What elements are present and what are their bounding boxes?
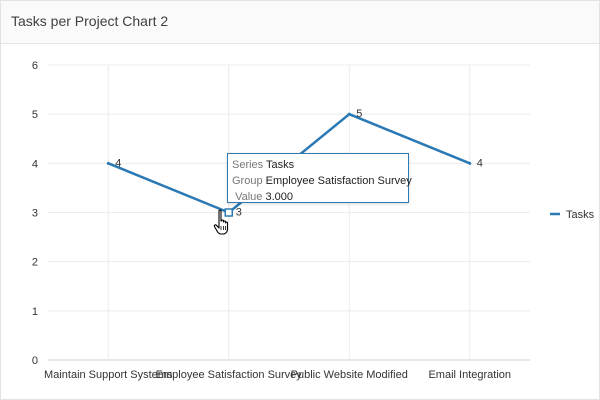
y-tick-label: 5 [32, 109, 38, 121]
y-tick-label: 4 [32, 158, 38, 170]
tooltip-group-row: Group Employee Satisfaction Survey [232, 173, 412, 189]
y-tick-label: 2 [32, 257, 38, 269]
y-tick-label: 1 [32, 306, 38, 318]
tooltip-value-key: Value [235, 191, 263, 203]
data-point-marker [347, 112, 351, 116]
tooltip-series-row: Series Tasks [232, 157, 408, 173]
tooltip-series-value: Tasks [266, 159, 295, 171]
tooltip-value-value: 3.000 [265, 191, 293, 203]
data-point-marker [468, 161, 472, 165]
region-title: Tasks per Project Chart 2 [11, 13, 169, 29]
data-point-marker [106, 161, 110, 165]
data-label: 3 [236, 207, 242, 219]
data-label: 5 [356, 108, 362, 120]
tooltip-group-key: Group [232, 175, 263, 187]
y-tick-label: 0 [32, 355, 38, 367]
hand-pointer-icon [213, 209, 229, 235]
tooltip-group-value: Employee Satisfaction Survey [265, 175, 412, 187]
tooltip-series-key: Series [232, 159, 264, 171]
region-header: Tasks per Project Chart 2 [1, 1, 599, 44]
x-tick-label: Maintain Support Systems [44, 369, 173, 381]
data-label: 4 [115, 157, 121, 169]
x-tick-label: Employee Satisfaction Survey [156, 369, 303, 381]
data-label: 4 [477, 157, 483, 169]
legend-label: Tasks [566, 209, 595, 221]
y-tick-label: 6 [32, 60, 38, 72]
chart-tooltip: Series Tasks Group Employee Satisfaction… [227, 153, 412, 205]
x-tick-label: Email Integration [428, 369, 511, 381]
data-point-marker-hover [224, 208, 233, 217]
y-tick-label: 3 [32, 208, 38, 220]
tooltip-value-row: Value 3.000 [232, 189, 408, 205]
x-tick-label: Public Website Modified [291, 369, 408, 381]
